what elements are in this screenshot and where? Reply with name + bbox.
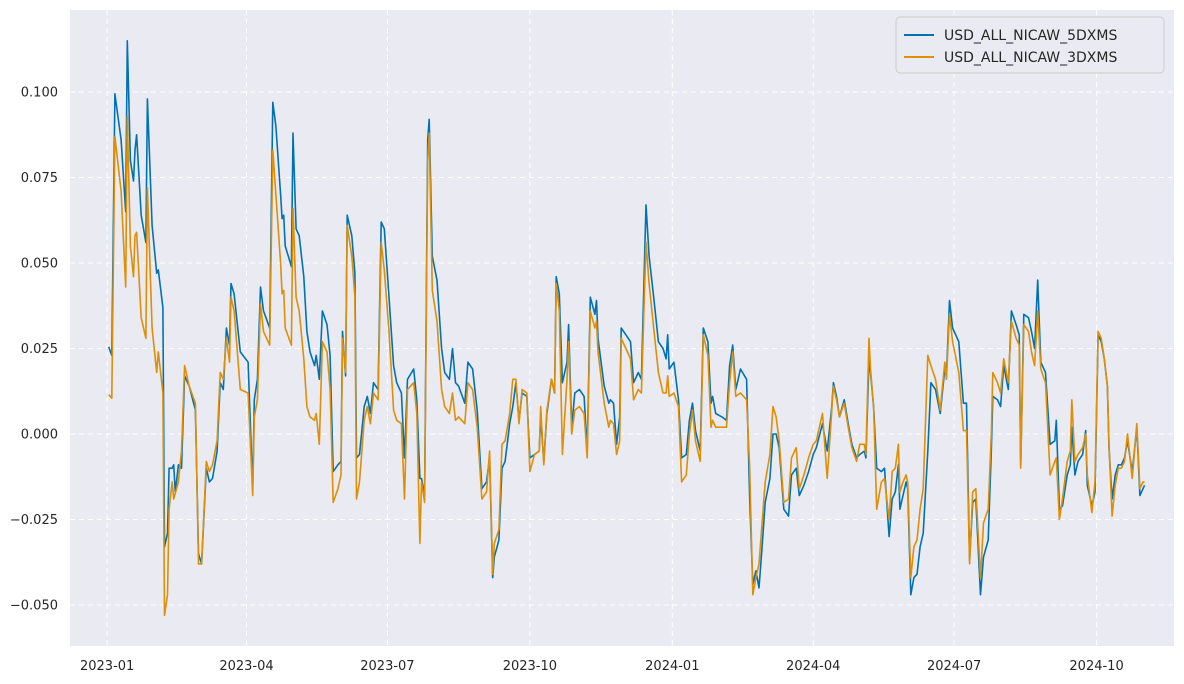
x-tick-label: 2023-07	[360, 659, 414, 674]
legend-label: USD_ALL_NICAW_3DXMS	[944, 50, 1117, 66]
legend-label: USD_ALL_NICAW_5DXMS	[944, 28, 1117, 44]
series-layer	[107, 39, 1146, 617]
x-tick-label: 2024-04	[786, 659, 840, 674]
legend: USD_ALL_NICAW_5DXMS USD_ALL_NICAW_3DXMS	[895, 16, 1165, 74]
x-tick-label: 2023-04	[219, 659, 273, 674]
y-tick-label: 0.000	[21, 428, 58, 443]
x-tick-label: 2024-07	[927, 659, 981, 674]
x-axis: 2023-01 2023-04 2023-07 2023-10 2024-01 2024-…	[80, 659, 1124, 674]
series-line-2	[108, 115, 1145, 617]
legend-box	[895, 16, 1165, 74]
y-axis: −0.050 −0.025 0.000 0.025 0.050 0.075 0.100	[10, 86, 58, 614]
y-tick-label: −0.025	[10, 513, 58, 528]
y-tick-label: 0.050	[21, 257, 58, 272]
y-tick-label: 0.025	[21, 342, 58, 357]
y-tick-label: 0.075	[21, 171, 58, 186]
x-tick-label: 2023-01	[80, 659, 134, 674]
y-tick-label: −0.050	[10, 598, 58, 613]
y-tick-label: 0.100	[21, 86, 58, 101]
x-tick-label: 2024-10	[1069, 659, 1123, 674]
x-tick-label: 2023-10	[503, 659, 557, 674]
grid-lines	[70, 10, 1174, 646]
x-tick-label: 2024-01	[645, 659, 699, 674]
